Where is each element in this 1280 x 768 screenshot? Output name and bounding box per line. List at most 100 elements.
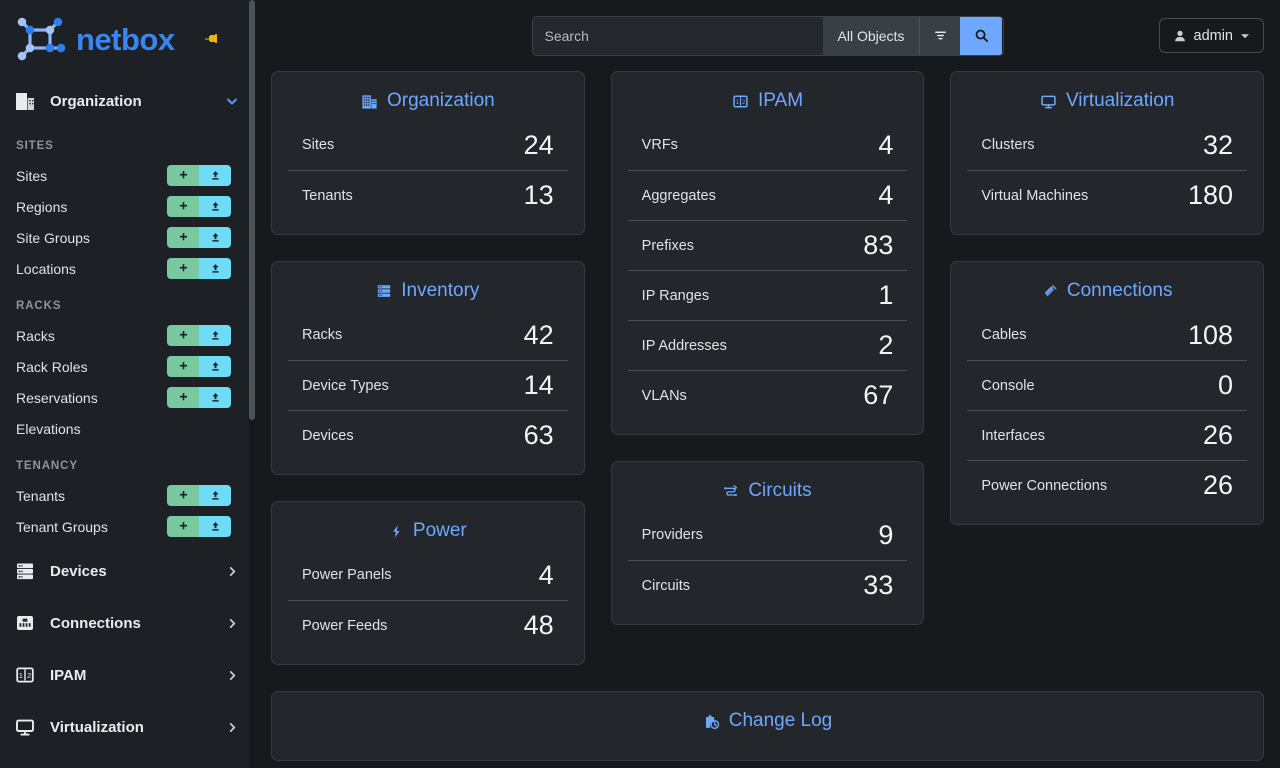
import-tenant-groups-button[interactable] [199, 516, 231, 537]
sidebar-group-label: Virtualization [50, 718, 144, 736]
sidebar-item-regions[interactable]: Regions [0, 191, 255, 222]
card-title-connections[interactable]: Connections [951, 270, 1263, 310]
stat-row[interactable]: VRFs 4 [628, 120, 908, 170]
chevron-right-icon[interactable] [226, 565, 239, 578]
stat-row[interactable]: Prefixes 83 [627, 220, 908, 270]
stat-row[interactable]: VLANs 67 [627, 370, 908, 420]
stat-row[interactable]: Tenants 13 [288, 170, 568, 220]
stat-row[interactable]: Power Feeds 48 [288, 600, 568, 650]
card-title-power[interactable]: Power [272, 510, 584, 550]
card-title-virtualization[interactable]: Virtualization [951, 80, 1263, 120]
chevron-right-icon[interactable] [226, 617, 239, 630]
import-site-groups-button[interactable] [199, 227, 231, 248]
stat-value: 63 [523, 420, 554, 450]
netbox-logo-icon [14, 14, 70, 64]
sidebar-item-reservations[interactable]: Reservations [0, 382, 255, 413]
filter-icon[interactable] [919, 16, 961, 55]
ipam-icon: 1 2 [14, 664, 36, 686]
sidebar-item-site-groups[interactable]: Site Groups [0, 222, 255, 253]
stat-value: 1 [878, 280, 894, 310]
pushpin-icon[interactable] [203, 31, 219, 47]
sidebar-item-racks[interactable]: Racks [0, 320, 255, 351]
card-connections: Connections Cables 108 Console 0 Interfa… [950, 261, 1265, 525]
import-sites-button[interactable] [199, 165, 231, 186]
sidebar-scrollbar[interactable] [249, 0, 255, 768]
stat-row[interactable]: Clusters 32 [967, 120, 1247, 170]
sidebar-group-connections[interactable]: Connections [0, 600, 255, 646]
user-menu-button[interactable]: admin [1158, 18, 1264, 53]
card-title-ipam[interactable]: 1 2 IPAM [612, 80, 924, 120]
chevron-right-icon[interactable] [226, 721, 239, 734]
brand-header[interactable]: netbox [0, 0, 255, 78]
chevron-right-icon[interactable] [226, 669, 239, 682]
add-locations-button[interactable] [167, 258, 199, 279]
stat-label: Prefixes [641, 237, 695, 254]
stat-row[interactable]: Providers 9 [628, 510, 908, 560]
sidebar-item-rack-roles[interactable]: Rack Roles [0, 351, 255, 382]
stat-row[interactable]: Power Panels 4 [288, 550, 568, 600]
sidebar-section-sites: Sites [16, 140, 54, 152]
add-racks-button[interactable] [167, 325, 199, 346]
card-body-inventory: Racks 42 Device Types 14 Devices 63 [272, 310, 584, 460]
stat-label: Providers [641, 527, 703, 543]
svg-text:2: 2 [742, 100, 746, 106]
import-racks-button[interactable] [199, 325, 231, 346]
add-tenants-button[interactable] [167, 485, 199, 506]
card-title-circuits[interactable]: Circuits [612, 470, 924, 510]
stat-label: Racks [302, 327, 343, 343]
search-input[interactable] [532, 16, 823, 55]
stat-row[interactable]: Power Connections 26 [967, 460, 1248, 510]
card-organization: Organization Sites 24 Tenants 13 [271, 71, 585, 235]
stat-row[interactable]: Interfaces 26 [967, 410, 1248, 460]
import-locations-button[interactable] [199, 258, 231, 279]
sidebar-group-devices[interactable]: Devices [0, 548, 255, 594]
chevron-down-icon[interactable] [225, 94, 239, 108]
import-rack-roles-button[interactable] [199, 356, 231, 377]
card-title-changelog[interactable]: Change Log [272, 700, 1263, 740]
sidebar-item-label: Elevations [16, 420, 81, 437]
sidebar-item-tenants[interactable]: Tenants [0, 480, 255, 511]
card-title-inventory[interactable]: Inventory [272, 270, 584, 310]
stat-label: Power Connections [981, 477, 1108, 494]
search-scope-select[interactable]: All Objects [822, 16, 920, 55]
stat-row[interactable]: IP Ranges 1 [627, 270, 908, 320]
import-reservations-button[interactable] [199, 387, 231, 408]
stat-row[interactable]: Console 0 [967, 360, 1248, 410]
stat-row[interactable]: Virtual Machines 180 [967, 170, 1248, 220]
sidebar-item-locations[interactable]: Locations [0, 253, 255, 284]
stat-row[interactable]: Device Types 14 [288, 360, 568, 410]
monitor-icon [14, 716, 36, 738]
stat-label: Power Feeds [302, 617, 388, 634]
add-regions-button[interactable] [167, 196, 199, 217]
sidebar-item-elevations[interactable]: Elevations [0, 413, 255, 444]
sidebar-scrollbar-thumb[interactable] [249, 0, 255, 420]
sidebar-group-virtualization[interactable]: Virtualization [0, 704, 255, 750]
add-reservations-button[interactable] [167, 387, 199, 408]
import-tenants-button[interactable] [199, 485, 231, 506]
stat-label: VRFs [641, 137, 678, 153]
stat-row[interactable]: Racks 42 [288, 310, 568, 360]
card-title-organization[interactable]: Organization [272, 80, 584, 120]
stat-value: 180 [1187, 180, 1234, 210]
caret-down-icon [1240, 31, 1250, 41]
sidebar-item-tenant-groups[interactable]: Tenant Groups [0, 511, 255, 542]
add-tenant-groups-button[interactable] [167, 516, 199, 537]
search-submit-button[interactable] [960, 16, 1003, 55]
add-site-groups-button[interactable] [167, 227, 199, 248]
add-sites-button[interactable] [167, 165, 199, 186]
add-rack-roles-button[interactable] [167, 356, 199, 377]
card-title-text: Circuits [748, 480, 812, 501]
stat-row[interactable]: Circuits 33 [627, 560, 908, 610]
stat-value: 83 [863, 230, 894, 260]
sidebar-item-sites[interactable]: Sites [0, 160, 255, 191]
stat-row[interactable]: Aggregates 4 [627, 170, 908, 220]
stat-row[interactable]: Cables 108 [967, 310, 1247, 360]
stat-label: IP Ranges [641, 287, 710, 304]
card-title-text: Change Log [728, 710, 833, 731]
stat-row[interactable]: Devices 63 [288, 410, 568, 460]
import-regions-button[interactable] [199, 196, 231, 217]
stat-row[interactable]: IP Addresses 2 [627, 320, 908, 370]
sidebar-group-organization[interactable]: Organization [0, 78, 255, 124]
stat-row[interactable]: Sites 24 [288, 120, 568, 170]
sidebar-group-ipam[interactable]: 1 2 IPAM [0, 652, 255, 698]
